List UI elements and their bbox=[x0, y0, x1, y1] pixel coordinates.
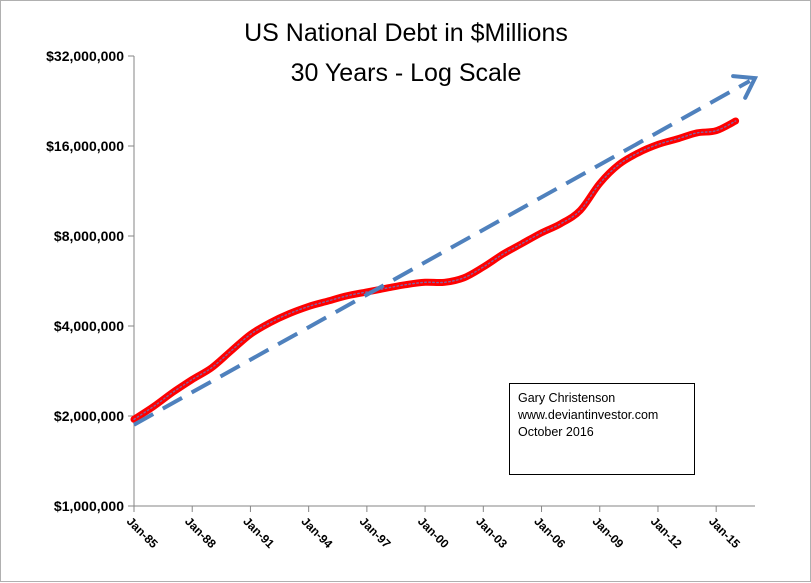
x-tick-label: Jan-12 bbox=[648, 514, 685, 551]
x-tick-label: Jan-91 bbox=[240, 514, 277, 551]
trend-arrow-head bbox=[731, 74, 759, 100]
x-tick-label: Jan-97 bbox=[357, 514, 394, 551]
annotation-website: www.deviantinvestor.com bbox=[518, 408, 659, 422]
annotation-date: October 2016 bbox=[518, 425, 594, 439]
annotation-box: Gary Christenson www.deviantinvestor.com… bbox=[509, 383, 695, 475]
trend-line bbox=[133, 79, 751, 427]
y-tick-label: $32,000,000 bbox=[46, 48, 124, 64]
y-axis-ticks: $1,000,000 $2,000,000 $4,000,000 $8,000,000… bbox=[46, 48, 134, 514]
series-layer bbox=[130, 74, 759, 427]
x-tick-label: Jan-94 bbox=[299, 514, 336, 551]
x-tick-label: Jan-88 bbox=[182, 514, 219, 551]
x-axis-ticks: Jan-85 Jan-88 Jan-91 Jan-94 Jan-97 Jan-00 Jan-… bbox=[124, 506, 743, 551]
x-tick-label: Jan-09 bbox=[590, 514, 627, 551]
y-tick-label: $16,000,000 bbox=[46, 138, 124, 154]
x-tick-label: Jan-85 bbox=[124, 514, 161, 551]
y-tick-label: $1,000,000 bbox=[54, 498, 124, 514]
y-tick-label: $4,000,000 bbox=[54, 318, 124, 334]
x-tick-label: Jan-06 bbox=[531, 514, 568, 551]
y-tick-label: $8,000,000 bbox=[54, 228, 124, 244]
x-tick-label: Jan-15 bbox=[706, 514, 743, 551]
chart-subtitle: 30 Years - Log Scale bbox=[291, 59, 522, 87]
y-tick-label: $2,000,000 bbox=[54, 408, 124, 424]
x-tick-label: Jan-00 bbox=[415, 514, 452, 551]
debt-series-inner-line bbox=[133, 120, 737, 420]
annotation-author: Gary Christenson bbox=[518, 391, 616, 405]
x-tick-label: Jan-03 bbox=[473, 514, 510, 551]
chart-title: US National Debt in $Millions bbox=[244, 19, 568, 47]
